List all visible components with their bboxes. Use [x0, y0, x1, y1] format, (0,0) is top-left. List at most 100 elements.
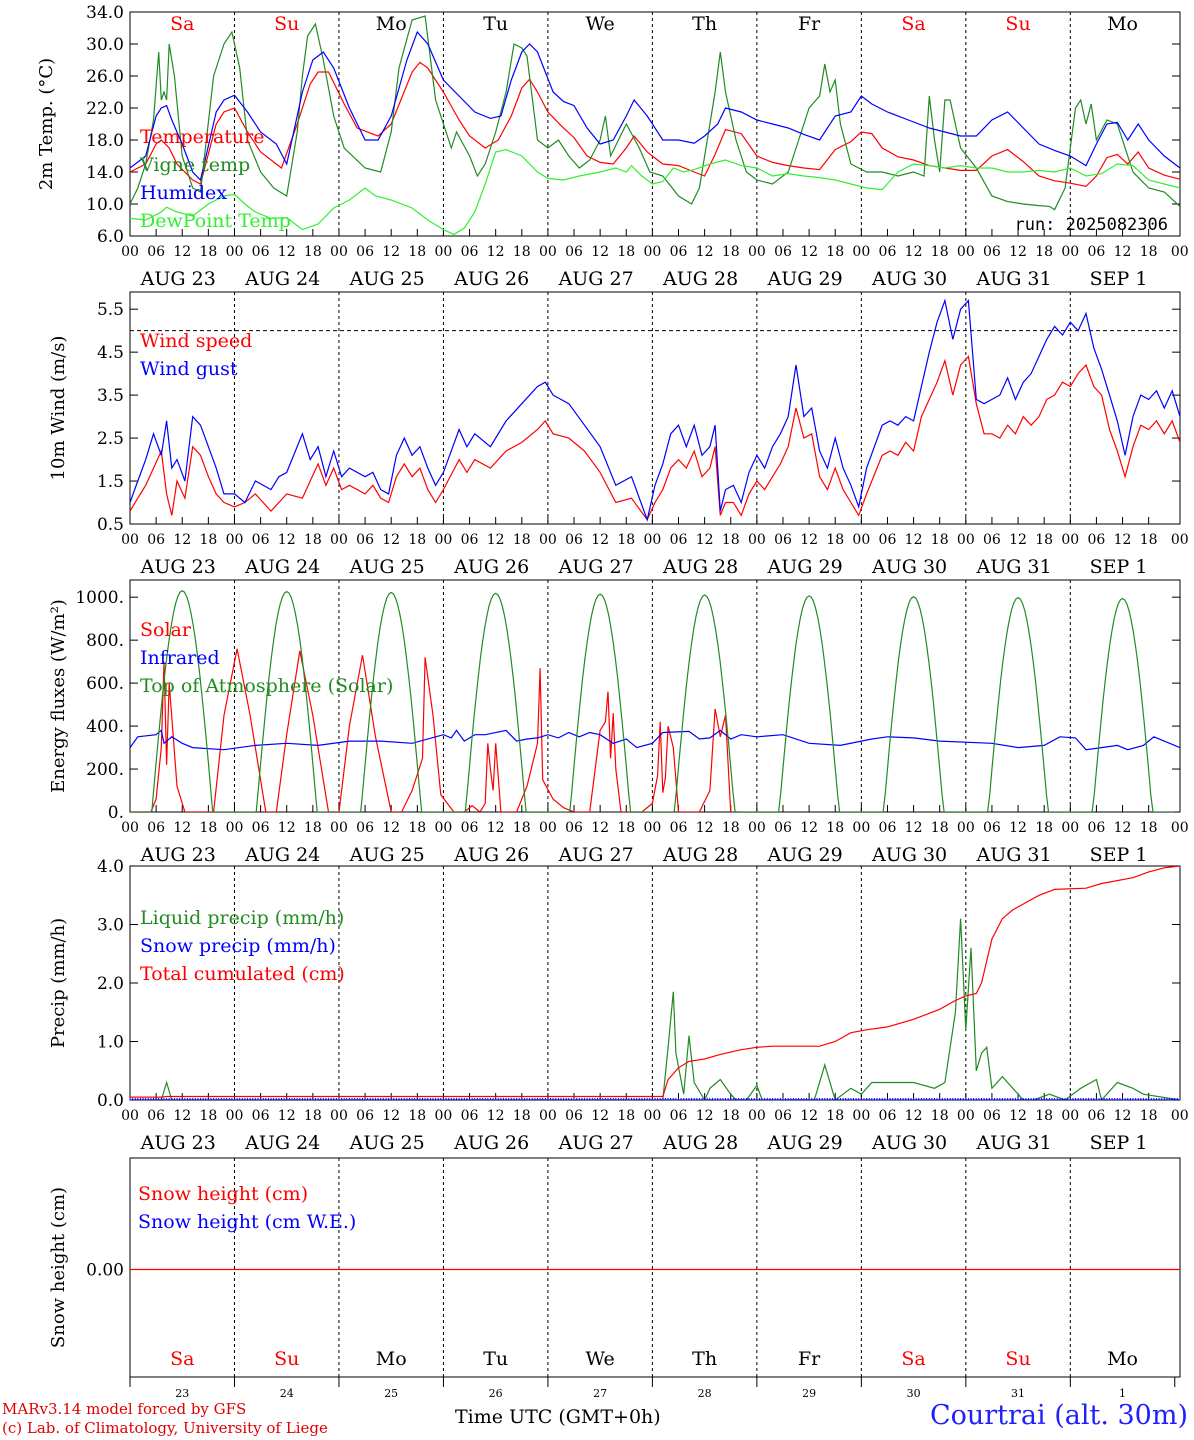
- date-label: AUG 24: [244, 556, 320, 578]
- date-label: AUG 31: [975, 268, 1051, 290]
- x-tick-label: 06: [774, 1108, 792, 1124]
- date-label: AUG 30: [871, 1132, 947, 1154]
- x-tick-label: 12: [382, 1108, 400, 1124]
- y-tick-label: 30.0: [86, 35, 124, 55]
- x-tick-label: 06: [879, 244, 897, 260]
- x-tick-label: 18: [408, 820, 426, 836]
- legend-entry: Humidex: [140, 182, 227, 204]
- y-tick-label: 1.5: [97, 472, 124, 492]
- series-line-humidex: [130, 30, 1180, 182]
- x-tick-label: 00: [957, 244, 975, 260]
- y-axis-label: Precip (mm/h): [48, 918, 69, 1048]
- date-label: AUG 28: [662, 556, 738, 578]
- date-label: SEP 1: [1090, 556, 1148, 578]
- x-tick-label: 12: [278, 820, 296, 836]
- x-tick-label: 00: [748, 244, 766, 260]
- x-tick-label: 12: [382, 820, 400, 836]
- x-tick-label: 18: [304, 532, 322, 548]
- y-tick-label: 0.5: [97, 515, 124, 535]
- x-tick-label: 00: [643, 532, 661, 548]
- panel-frame: [129, 291, 1181, 525]
- date-label: AUG 29: [767, 1132, 843, 1154]
- x-tick-label: 12: [1114, 820, 1132, 836]
- x-tick-label: 00: [852, 1108, 870, 1124]
- x-tick-label: 12: [800, 532, 818, 548]
- x-tick-label: 12: [696, 1108, 714, 1124]
- date-label: AUG 24: [244, 268, 320, 290]
- y-axis-label: 2m Temp. (°C): [36, 58, 57, 190]
- x-tick-label: 00: [226, 1108, 244, 1124]
- date-label: AUG 29: [767, 556, 843, 578]
- credit-line-1: MARv3.14 model forced by GFS: [2, 1400, 247, 1418]
- y-tick-label: 200.: [86, 760, 124, 780]
- panel-frame: [129, 1157, 1181, 1378]
- x-tick-label: 00: [643, 1108, 661, 1124]
- y-tick-label: 5.5: [97, 300, 124, 320]
- x-tick-label: 06: [461, 820, 479, 836]
- x-tick-label: 00: [539, 820, 557, 836]
- x-tick-label: 18: [1035, 1108, 1053, 1124]
- weekday-label: Mo: [376, 13, 407, 35]
- date-label: SEP 1: [1090, 268, 1148, 290]
- x-tick-label: 18: [408, 1108, 426, 1124]
- date-label: AUG 26: [453, 1132, 529, 1154]
- x-tick-label: 00: [852, 820, 870, 836]
- weekday-label: Th: [692, 1348, 717, 1370]
- y-tick-label: 3.5: [97, 386, 124, 406]
- weekday-label: Su: [1005, 13, 1030, 35]
- day-number-label: 24: [280, 1387, 294, 1400]
- y-tick-label: 18.0: [86, 131, 124, 151]
- x-tick-label: 06: [983, 820, 1001, 836]
- weekday-label: Su: [274, 13, 299, 35]
- x-tick-label: 18: [513, 1108, 531, 1124]
- x-tick-label: 18: [408, 244, 426, 260]
- y-tick-label: 1000.: [75, 588, 124, 608]
- x-tick-label: 06: [879, 1108, 897, 1124]
- panel-5: [129, 1157, 1181, 1387]
- x-tick-label: 00: [435, 244, 453, 260]
- x-tick-label: 06: [147, 820, 165, 836]
- day-number-label: 1: [1119, 1387, 1126, 1400]
- x-tick-label: 12: [487, 820, 505, 836]
- x-tick-label: 06: [252, 820, 270, 836]
- x-tick-label: 18: [304, 1108, 322, 1124]
- y-tick-label: 34.0: [86, 3, 124, 23]
- x-tick-label: 00: [330, 244, 348, 260]
- x-tick-label: 06: [565, 532, 583, 548]
- x-tick-label: 00: [226, 244, 244, 260]
- x-tick-label: 00: [435, 820, 453, 836]
- legend-entry: Liquid precip (mm/h): [140, 907, 344, 929]
- series-line-top-of-atmosphere-solar-: [130, 589, 1175, 812]
- series-line-wind-speed: [130, 355, 1180, 521]
- legend-entry: Infrared: [140, 647, 220, 669]
- x-tick-label: 00: [121, 532, 139, 548]
- day-number-label: 28: [698, 1387, 712, 1400]
- day-number-label: 26: [489, 1387, 503, 1400]
- x-tick-label: 18: [617, 244, 635, 260]
- legend-entry: DewPoint Temp: [140, 210, 291, 232]
- run-label: run: 2025082306: [1014, 215, 1168, 235]
- x-tick-label: 00: [330, 820, 348, 836]
- weekday-label: Mo: [1107, 13, 1138, 35]
- weekday-label: Su: [1005, 1348, 1030, 1370]
- x-tick-label: 12: [591, 532, 609, 548]
- series-line-total-cumulated-cm-: [130, 866, 1180, 1098]
- x-tick-label: 18: [1035, 820, 1053, 836]
- x-tick-label: 12: [1114, 244, 1132, 260]
- x-tick-label: 12: [905, 244, 923, 260]
- date-label: AUG 31: [975, 844, 1051, 866]
- series-line-infrared: [130, 729, 1180, 751]
- date-label: AUG 29: [767, 268, 843, 290]
- panel-3: [129, 579, 1181, 813]
- date-label: AUG 23: [140, 1132, 216, 1154]
- weekday-label: Su: [274, 1348, 299, 1370]
- x-tick-label: 12: [591, 1108, 609, 1124]
- x-tick-label: 18: [304, 244, 322, 260]
- weekday-label: Fr: [798, 1348, 821, 1370]
- date-label: AUG 23: [140, 268, 216, 290]
- x-tick-label: 06: [147, 532, 165, 548]
- x-tick-label: 18: [1140, 244, 1158, 260]
- x-tick-label: 18: [617, 532, 635, 548]
- x-tick-label: 06: [670, 1108, 688, 1124]
